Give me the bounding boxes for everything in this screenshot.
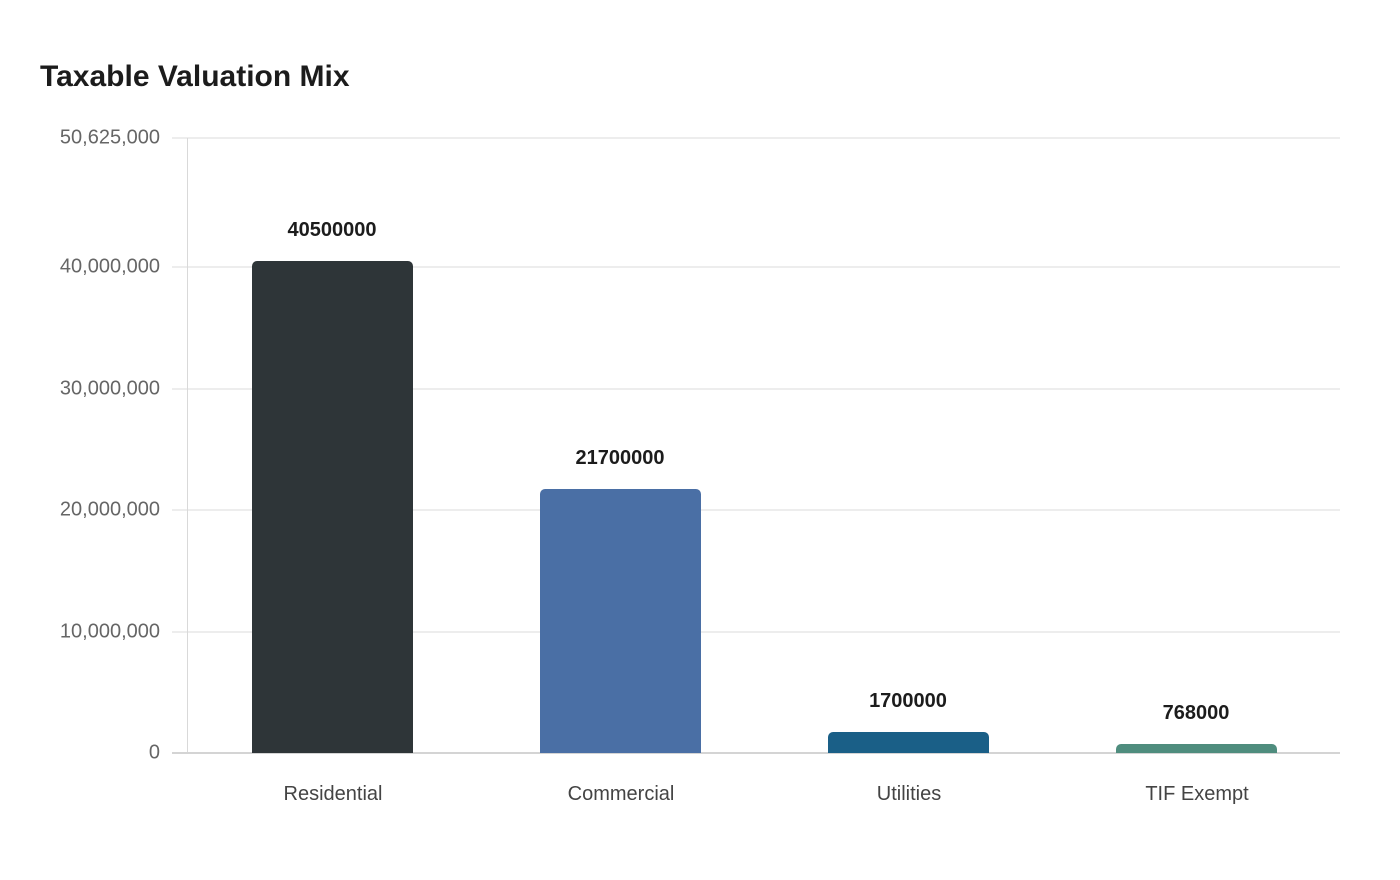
bar-commercial[interactable] xyxy=(539,489,701,753)
bar-residential[interactable] xyxy=(251,261,413,753)
gridline xyxy=(172,137,1340,139)
bar-value-label: 1700000 xyxy=(869,690,947,713)
y-tick-label: 10,000,000 xyxy=(59,620,160,643)
x-tick-label: Utilities xyxy=(876,783,942,805)
y-tick-label: 0 xyxy=(148,741,160,764)
x-tick-label: Residential xyxy=(283,783,383,805)
bar-value-label: 40500000 xyxy=(287,219,377,241)
y-tick-label: 30,000,000 xyxy=(59,377,160,400)
chart-title: Taxable Valuation Mix xyxy=(40,60,350,93)
gridline xyxy=(172,630,1340,633)
gridline xyxy=(172,509,1340,512)
y-tick-label: 20,000,000 xyxy=(59,498,160,521)
y-axis-line xyxy=(187,138,188,754)
y-tick-label: 40,000,000 xyxy=(59,255,160,278)
x-tick-label: TIF Exempt xyxy=(1145,783,1249,805)
bar-utilities[interactable] xyxy=(827,732,989,753)
y-tick-label: 50,625,000 xyxy=(59,126,160,149)
bar-value-label: 768000 xyxy=(1162,701,1230,724)
gridline xyxy=(172,387,1340,390)
bar-tif-exempt[interactable] xyxy=(1115,743,1277,753)
gridline xyxy=(172,266,1340,269)
x-axis-line xyxy=(172,752,1340,754)
bar-value-label: 21700000 xyxy=(575,447,665,470)
x-tick-label: Commercial xyxy=(567,783,675,805)
